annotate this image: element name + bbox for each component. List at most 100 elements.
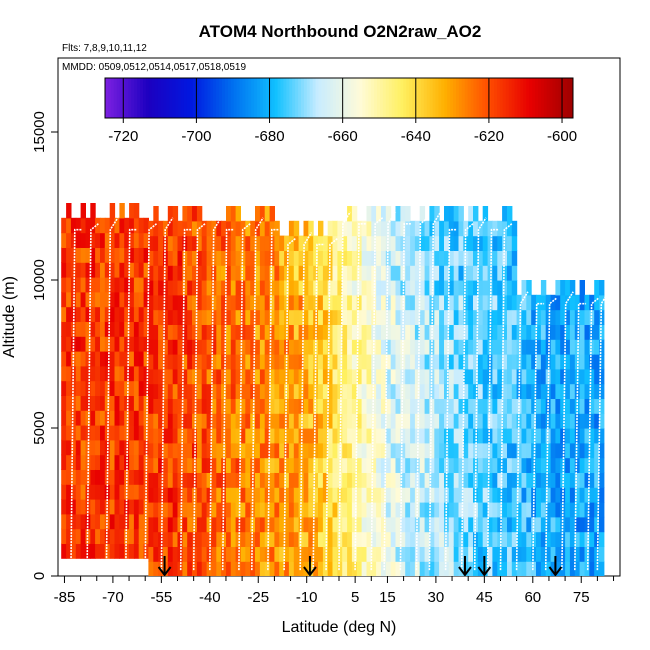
- heat-cell: [153, 398, 159, 414]
- heat-cell: [385, 383, 392, 399]
- heat-cell: [318, 309, 324, 325]
- heat-cell: [153, 472, 159, 488]
- heat-cell: [279, 487, 285, 503]
- heat-cell: [114, 439, 120, 456]
- heat-cell: [599, 428, 605, 444]
- heat-cell: [303, 235, 309, 251]
- heat-cell: [327, 472, 334, 488]
- heat-cell: [453, 324, 460, 340]
- heat-cell: [439, 398, 445, 414]
- flight-track: [238, 223, 251, 571]
- heat-cell: [196, 339, 203, 355]
- heat-cell: [226, 487, 232, 503]
- heat-cell: [439, 487, 445, 503]
- heat-cell: [187, 324, 193, 340]
- heat-cell: [395, 413, 401, 429]
- heat-cell: [521, 354, 527, 370]
- heat-cell: [545, 442, 552, 459]
- heat-cell: [114, 262, 120, 278]
- heat-cell: [322, 235, 329, 251]
- heat-cell: [206, 354, 212, 370]
- heat-cell: [555, 546, 561, 562]
- colorbar-segment: [324, 78, 328, 118]
- heat-cell: [381, 398, 387, 414]
- heat-cell: [269, 472, 275, 488]
- heat-cell: [245, 487, 251, 503]
- heat-cell: [424, 398, 430, 414]
- heat-cell: [502, 487, 508, 503]
- heat-cell: [473, 457, 479, 473]
- heat-cell: [395, 220, 401, 237]
- heat-cell: [80, 217, 86, 234]
- heat-cell: [255, 354, 261, 370]
- colorbar-segment: [125, 78, 129, 118]
- heat-cell: [206, 235, 212, 251]
- heat-cell: [245, 354, 251, 370]
- heat-cell: [589, 546, 595, 562]
- heat-cell: [75, 484, 82, 500]
- heat-cell: [95, 380, 101, 396]
- heat-cell: [444, 206, 450, 222]
- heat-cell: [177, 265, 183, 281]
- heat-cell: [90, 306, 96, 322]
- heat-cell: [356, 472, 363, 488]
- heat-cell: [366, 324, 372, 340]
- heat-cell: [361, 324, 367, 340]
- heat-cell: [250, 250, 256, 266]
- heat-cell: [482, 206, 489, 222]
- heat-cell: [148, 354, 154, 370]
- heat-cell: [124, 291, 130, 308]
- heat-cell: [119, 513, 125, 530]
- heat-cell: [293, 294, 300, 311]
- heat-cell: [565, 502, 571, 518]
- heat-cell: [477, 280, 484, 296]
- heat-cell: [269, 546, 275, 562]
- heat-cell: [574, 487, 581, 503]
- heat-cell: [245, 368, 251, 385]
- heat-cell: [531, 546, 537, 562]
- heat-cell: [429, 398, 435, 414]
- heat-cell: [497, 531, 503, 547]
- heat-cell: [90, 513, 96, 530]
- colorbar-segment: [359, 78, 363, 118]
- heat-cell: [216, 487, 222, 503]
- heat-cell: [550, 294, 556, 311]
- heat-cell: [259, 413, 266, 429]
- heat-cell: [255, 250, 261, 266]
- heat-cell: [90, 380, 96, 396]
- heat-cell: [80, 336, 86, 352]
- heat-cell: [61, 410, 67, 426]
- heat-cell: [250, 354, 256, 370]
- heat-cell: [250, 428, 256, 444]
- flight-track: [160, 217, 174, 571]
- heat-cell: [322, 294, 329, 311]
- y-tick-label: 0: [31, 572, 48, 580]
- heat-cell: [545, 309, 552, 325]
- heat-cell: [172, 309, 179, 325]
- heat-cell: [153, 354, 159, 370]
- heat-cell: [80, 395, 86, 411]
- heat-cell: [90, 499, 96, 515]
- colorbar-segment: [160, 78, 164, 118]
- heat-cell: [482, 398, 489, 414]
- flight-track: [444, 228, 457, 571]
- heat-cell: [584, 294, 590, 311]
- heat-cell: [235, 531, 241, 547]
- heat-cell: [366, 280, 372, 296]
- flight-track: [283, 237, 296, 571]
- heat-cell: [129, 513, 135, 530]
- heat-cell: [61, 262, 67, 278]
- heat-cell: [521, 383, 527, 399]
- heat-cell: [405, 339, 411, 355]
- heat-cell: [584, 368, 590, 385]
- heat-cell: [448, 383, 455, 399]
- heat-cell: [119, 291, 125, 308]
- heat-cell: [468, 339, 474, 355]
- heat-cell: [361, 265, 367, 281]
- heat-cell: [366, 487, 372, 503]
- heat-cell: [332, 354, 338, 370]
- heat-cell: [351, 265, 358, 281]
- heat-cell: [473, 354, 479, 370]
- colorbar-segment: [450, 78, 454, 118]
- heat-cell: [240, 368, 246, 385]
